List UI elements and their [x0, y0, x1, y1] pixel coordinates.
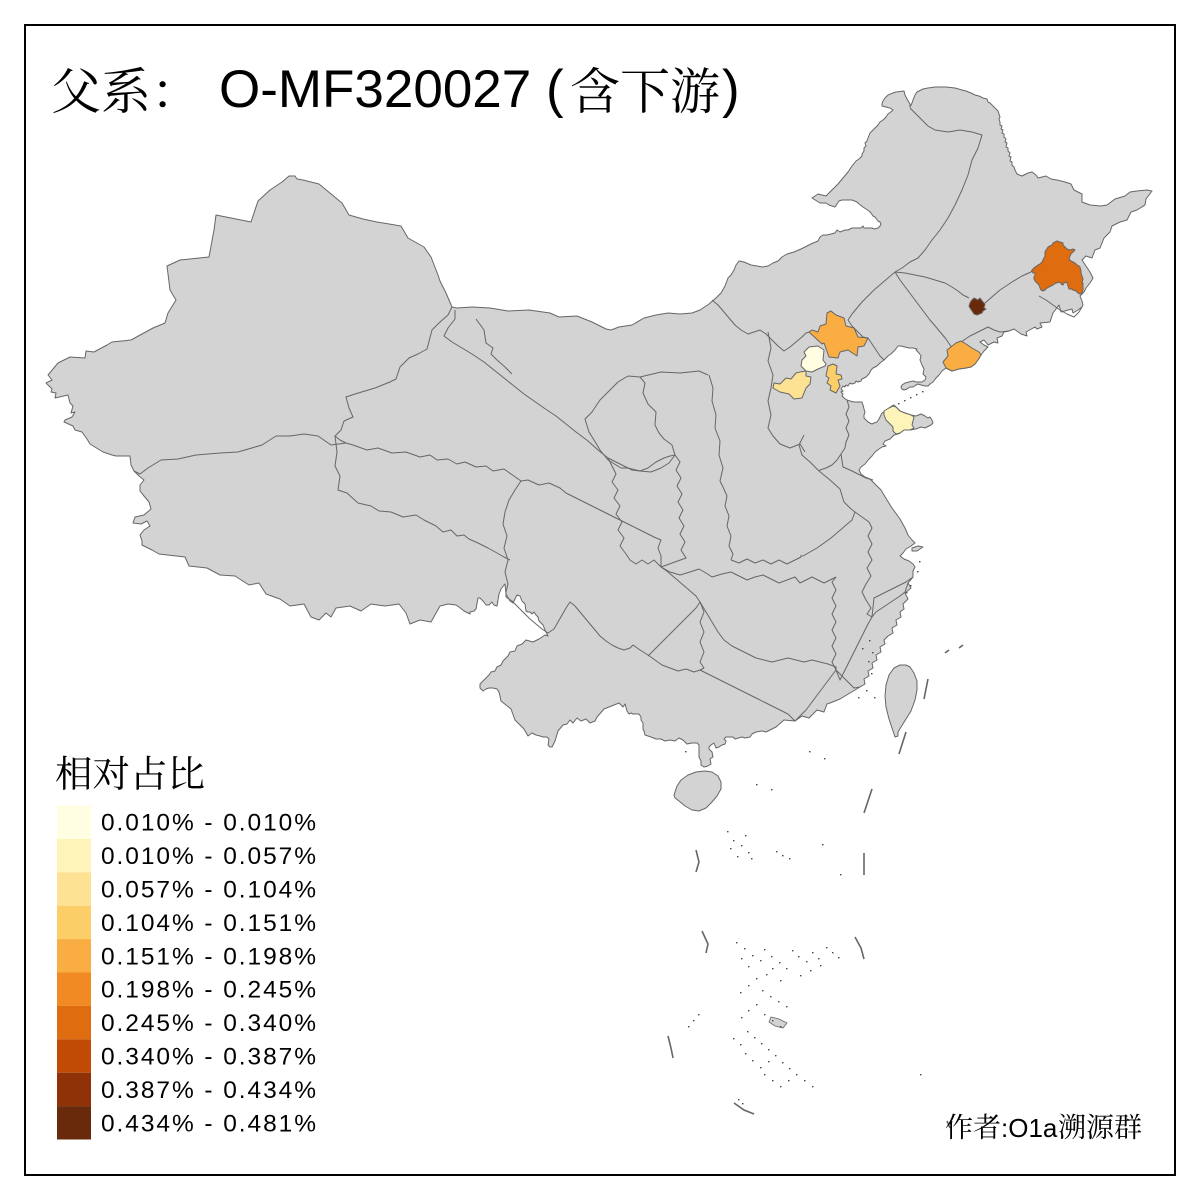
svg-text:0.104% - 0.151%: 0.104% - 0.151% [101, 910, 316, 937]
svg-text:0.434% - 0.481%: 0.434% - 0.481% [101, 1110, 316, 1137]
svg-text:): ) [722, 60, 740, 119]
svg-text:0.057% - 0.104%: 0.057% - 0.104% [101, 877, 316, 904]
svg-text:O-MF320027 (: O-MF320027 ( [219, 60, 564, 119]
svg-text:0.010% - 0.057%: 0.010% - 0.057% [101, 843, 316, 870]
svg-text:0.198% - 0.245%: 0.198% - 0.245% [101, 977, 316, 1004]
svg-text::O1a: :O1a [1001, 1113, 1058, 1143]
svg-text:0.340% - 0.387%: 0.340% - 0.387% [101, 1044, 316, 1071]
svg-text:0.245% - 0.340%: 0.245% - 0.340% [101, 1010, 316, 1037]
svg-text:0.387% - 0.434%: 0.387% - 0.434% [101, 1077, 316, 1104]
svg-text:0.010% - 0.010%: 0.010% - 0.010% [101, 810, 316, 837]
svg-text:0.151% - 0.198%: 0.151% - 0.198% [101, 943, 316, 970]
